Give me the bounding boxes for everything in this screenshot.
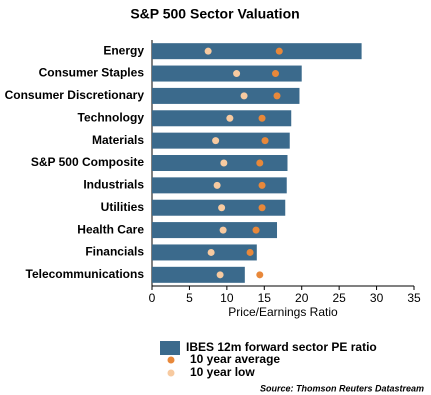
- y-tick-label: Financials: [85, 245, 144, 259]
- dot: [212, 137, 220, 145]
- dot: [213, 181, 221, 189]
- dot: [273, 92, 281, 100]
- x-tick-label: 15: [258, 291, 272, 305]
- dot: [272, 70, 280, 78]
- bar: [152, 87, 300, 104]
- legend-label: IBES 12m forward sector PE ratio: [186, 340, 377, 354]
- x-tick-label: 0: [149, 291, 156, 305]
- bar: [152, 132, 290, 149]
- y-tick-label: Energy: [103, 43, 144, 57]
- x-tick-label: 10: [220, 291, 234, 305]
- y-tick-label: Health Care: [77, 222, 144, 236]
- y-tick-label: Materials: [92, 133, 144, 147]
- dot: [258, 114, 266, 122]
- dot: [258, 204, 266, 212]
- y-tick-label: Telecommunications: [26, 267, 145, 281]
- x-axis-label: Price/Earnings Ratio: [228, 305, 338, 319]
- dot: [256, 159, 264, 167]
- dot: [252, 226, 260, 234]
- dot: [220, 159, 228, 167]
- bar: [152, 222, 278, 239]
- dot: [219, 226, 227, 234]
- legend-swatch: [160, 341, 180, 355]
- bar: [152, 155, 288, 171]
- dot: [207, 248, 215, 256]
- legend-label: 10 year low: [190, 365, 255, 379]
- dot: [226, 114, 234, 122]
- x-tick-label: 25: [332, 291, 346, 305]
- bar: [152, 266, 245, 283]
- chart-title: S&P 500 Sector Valuation: [130, 6, 299, 22]
- dot: [275, 47, 283, 55]
- y-tick-label: Industrials: [83, 178, 144, 192]
- dot: [261, 137, 269, 145]
- dot: [258, 181, 266, 189]
- dot: [246, 248, 254, 256]
- y-tick-label: Technology: [78, 110, 145, 124]
- y-tick-label: Consumer Staples: [39, 66, 145, 80]
- legend-swatch: [167, 369, 175, 377]
- bar: [152, 65, 302, 82]
- x-tick-label: 35: [407, 291, 421, 305]
- y-tick-label: Utilities: [101, 200, 145, 214]
- dot: [240, 92, 248, 100]
- source: Source: Thomson Reuters Datastream: [260, 383, 424, 393]
- legend-swatch: [167, 356, 175, 364]
- x-tick-label: 5: [186, 291, 193, 305]
- bar: [152, 110, 292, 127]
- y-tick-label: S&P 500 Composite: [31, 155, 144, 169]
- x-tick-label: 20: [295, 291, 309, 305]
- dot: [218, 204, 226, 212]
- dot: [204, 47, 212, 55]
- legend-label: 10 year average: [190, 352, 280, 366]
- dot: [256, 271, 264, 279]
- dot: [233, 70, 241, 78]
- bar: [152, 43, 362, 60]
- bar: [152, 244, 257, 261]
- x-tick-label: 30: [370, 291, 384, 305]
- y-tick-label: Consumer Discretionary: [5, 88, 145, 102]
- dot: [216, 271, 224, 279]
